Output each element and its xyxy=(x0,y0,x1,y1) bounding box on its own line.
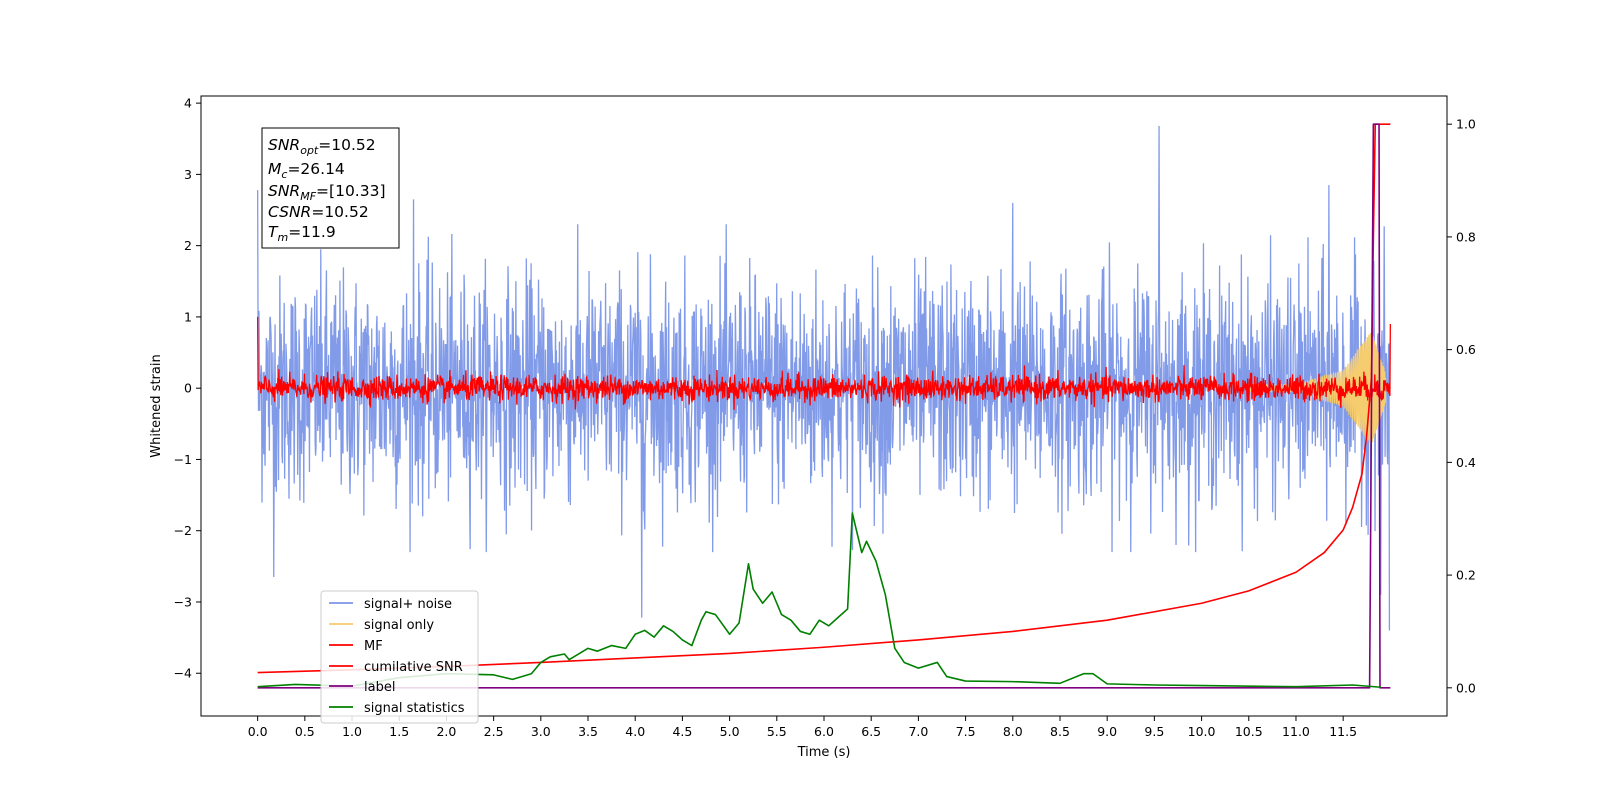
y-left-tick-label: 0 xyxy=(184,381,192,396)
x-tick-label: 7.5 xyxy=(956,724,976,739)
x-tick-label: 3.0 xyxy=(531,724,551,739)
x-tick-label: 4.0 xyxy=(625,724,645,739)
y-left-tick-label: −2 xyxy=(174,523,192,538)
x-tick-label: 9.5 xyxy=(1144,724,1164,739)
y-right-tick-label: 0.2 xyxy=(1456,568,1476,583)
y-axis-left: 4 3 2 1 0 −1 −2 −3 −4 xyxy=(174,96,201,681)
y-left-tick-label: −3 xyxy=(174,594,192,609)
x-axis: 0.0 0.5 1.0 1.5 2.0 2.5 3.0 3.5 4.0 4.5 5.0 5.5 6.0 6… xyxy=(248,716,1357,739)
x-tick-label: 9.0 xyxy=(1097,724,1117,739)
legend-label-mf: MF xyxy=(364,639,383,654)
x-axis-label: Time (s) xyxy=(797,745,851,760)
x-tick-label: 11.0 xyxy=(1282,724,1310,739)
x-tick-label: 2.0 xyxy=(436,724,456,739)
x-tick-label: 8.5 xyxy=(1050,724,1070,739)
x-tick-label: 6.5 xyxy=(861,724,881,739)
y-left-tick-label: −1 xyxy=(174,452,192,467)
x-tick-label: 7.0 xyxy=(908,724,928,739)
annotation-line-2: Mc=26.14 xyxy=(268,160,345,181)
x-tick-label: 5.0 xyxy=(720,724,740,739)
legend-frame xyxy=(320,590,479,724)
annotation-line-4: CSNR=10.52 xyxy=(268,203,369,221)
x-tick-label: 5.5 xyxy=(767,724,787,739)
series-mf xyxy=(256,316,1392,410)
annotation-line-1: SNRopt=10.52 xyxy=(268,136,376,157)
x-tick-label: 4.5 xyxy=(672,724,692,739)
x-tick-label: 10.5 xyxy=(1235,724,1263,739)
legend-label-cumulative-snr: cumilative SNR xyxy=(364,660,463,675)
x-tick-label: 11.5 xyxy=(1329,724,1357,739)
series-signal-statistics xyxy=(257,512,1381,689)
x-tick-label: 8.0 xyxy=(1003,724,1023,739)
x-tick-label: 6.0 xyxy=(814,724,834,739)
plot-area xyxy=(256,123,1392,689)
legend-label-signal-only: signal only xyxy=(364,618,434,633)
y-left-tick-label: 1 xyxy=(184,309,192,324)
y-right-tick-label: 0.8 xyxy=(1456,229,1476,244)
x-tick-label: 0.5 xyxy=(295,724,315,739)
y-axis-label: Whitened strain xyxy=(149,354,164,457)
annotation-line-3: SNRMF=[10.33] xyxy=(268,182,386,203)
y-right-tick-label: 0.6 xyxy=(1456,342,1476,357)
y-right-tick-label: 0.4 xyxy=(1456,455,1476,470)
y-right-tick-label: 0.0 xyxy=(1456,680,1476,695)
y-axis-right: 1.0 0.8 0.6 0.4 0.2 0.0 xyxy=(1447,117,1476,695)
y-left-tick-label: −4 xyxy=(174,666,192,681)
x-tick-label: 2.5 xyxy=(484,724,504,739)
y-right-tick-label: 1.0 xyxy=(1456,117,1476,132)
y-left-tick-label: 2 xyxy=(184,238,192,253)
x-tick-label: 0.0 xyxy=(248,724,268,739)
legend: signal+ noise signal only MF cumilative … xyxy=(320,590,479,724)
legend-label-signal-noise: signal+ noise xyxy=(364,597,452,612)
x-tick-label: 1.0 xyxy=(342,724,362,739)
annotation-line-5: Tm=11.9 xyxy=(268,223,336,244)
y-left-tick-label: 4 xyxy=(184,96,192,111)
x-tick-label: 3.5 xyxy=(578,724,598,739)
annotation-box: SNRopt=10.52 Mc=26.14 SNRMF=[10.33] CSNR… xyxy=(261,127,400,249)
legend-label-label: label xyxy=(364,680,395,695)
x-tick-label: 1.5 xyxy=(389,724,409,739)
legend-label-signal-statistics: signal statistics xyxy=(364,701,465,716)
y-left-tick-label: 3 xyxy=(184,167,192,182)
x-tick-label: 10.0 xyxy=(1188,724,1216,739)
